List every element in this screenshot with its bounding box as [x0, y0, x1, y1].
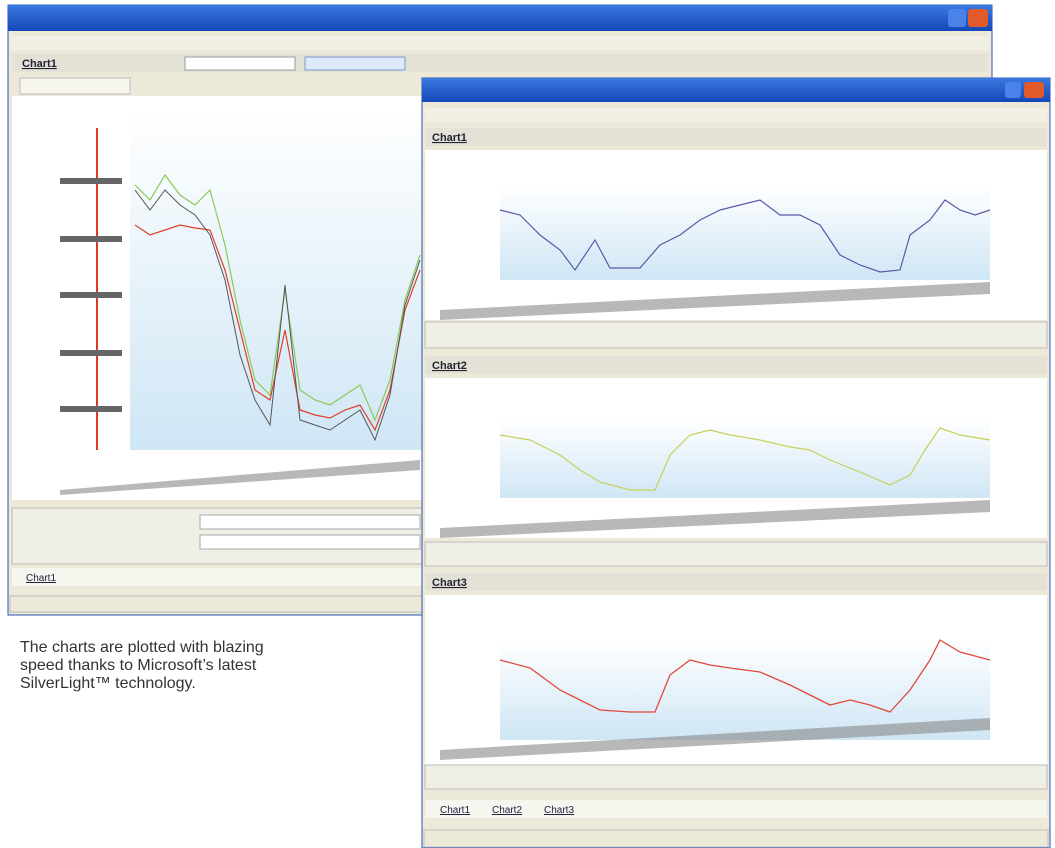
chart-tab[interactable]: Chart1: [440, 805, 470, 816]
dropdown[interactable]: [185, 57, 295, 70]
screenshot: Chart1 Chart1 The charts are plotted wit…: [0, 0, 1055, 848]
status-bar: [424, 830, 1048, 847]
chart-tab[interactable]: Chart1: [26, 573, 56, 584]
chart-title: Chart1: [432, 132, 467, 144]
chart-tab[interactable]: Chart3: [544, 805, 574, 816]
plot-area: [130, 110, 422, 450]
menu-bar: [425, 108, 1047, 122]
chart-title: Chart2: [432, 360, 467, 372]
info-panel: [425, 765, 1047, 789]
legend-box: [200, 515, 420, 529]
chart-title: Chart1: [22, 58, 57, 70]
toolbar: [425, 356, 1047, 374]
caption-line: SilverLight™ technology.: [20, 675, 196, 692]
nav-buttons[interactable]: [305, 57, 405, 70]
toolbar: [12, 54, 988, 72]
info-panel: [425, 322, 1047, 348]
chart-panel: Chart1: [425, 128, 1047, 348]
tab-bar: [12, 568, 422, 586]
front-window: Chart1 Chart2 Chart3 Chart1 Ch: [422, 78, 1050, 848]
close-button[interactable]: [968, 9, 988, 27]
caption-line: speed thanks to Microsoft’s latest: [20, 657, 257, 674]
chart-panel: Chart3: [425, 573, 1047, 789]
plot-area: [500, 420, 990, 498]
menu-bar: [10, 36, 990, 50]
chart-title: Chart3: [432, 577, 467, 589]
close-button[interactable]: [1024, 82, 1044, 98]
maximize-button[interactable]: [1005, 82, 1021, 98]
chart-tab[interactable]: Chart2: [492, 805, 522, 816]
status-bar: [10, 596, 422, 612]
toolbar: [425, 573, 1047, 591]
info-panel: [425, 542, 1047, 566]
maximize-button[interactable]: [948, 9, 966, 27]
title-bar: [422, 78, 1050, 102]
title-bar: [8, 5, 992, 31]
plot-area: [500, 185, 990, 280]
chart-panel: Chart2: [425, 356, 1047, 566]
legend-box: [200, 535, 420, 549]
toolbar: [425, 128, 1047, 146]
caption-line: The charts are plotted with blazing: [20, 639, 264, 656]
view-tabs: [20, 78, 130, 94]
